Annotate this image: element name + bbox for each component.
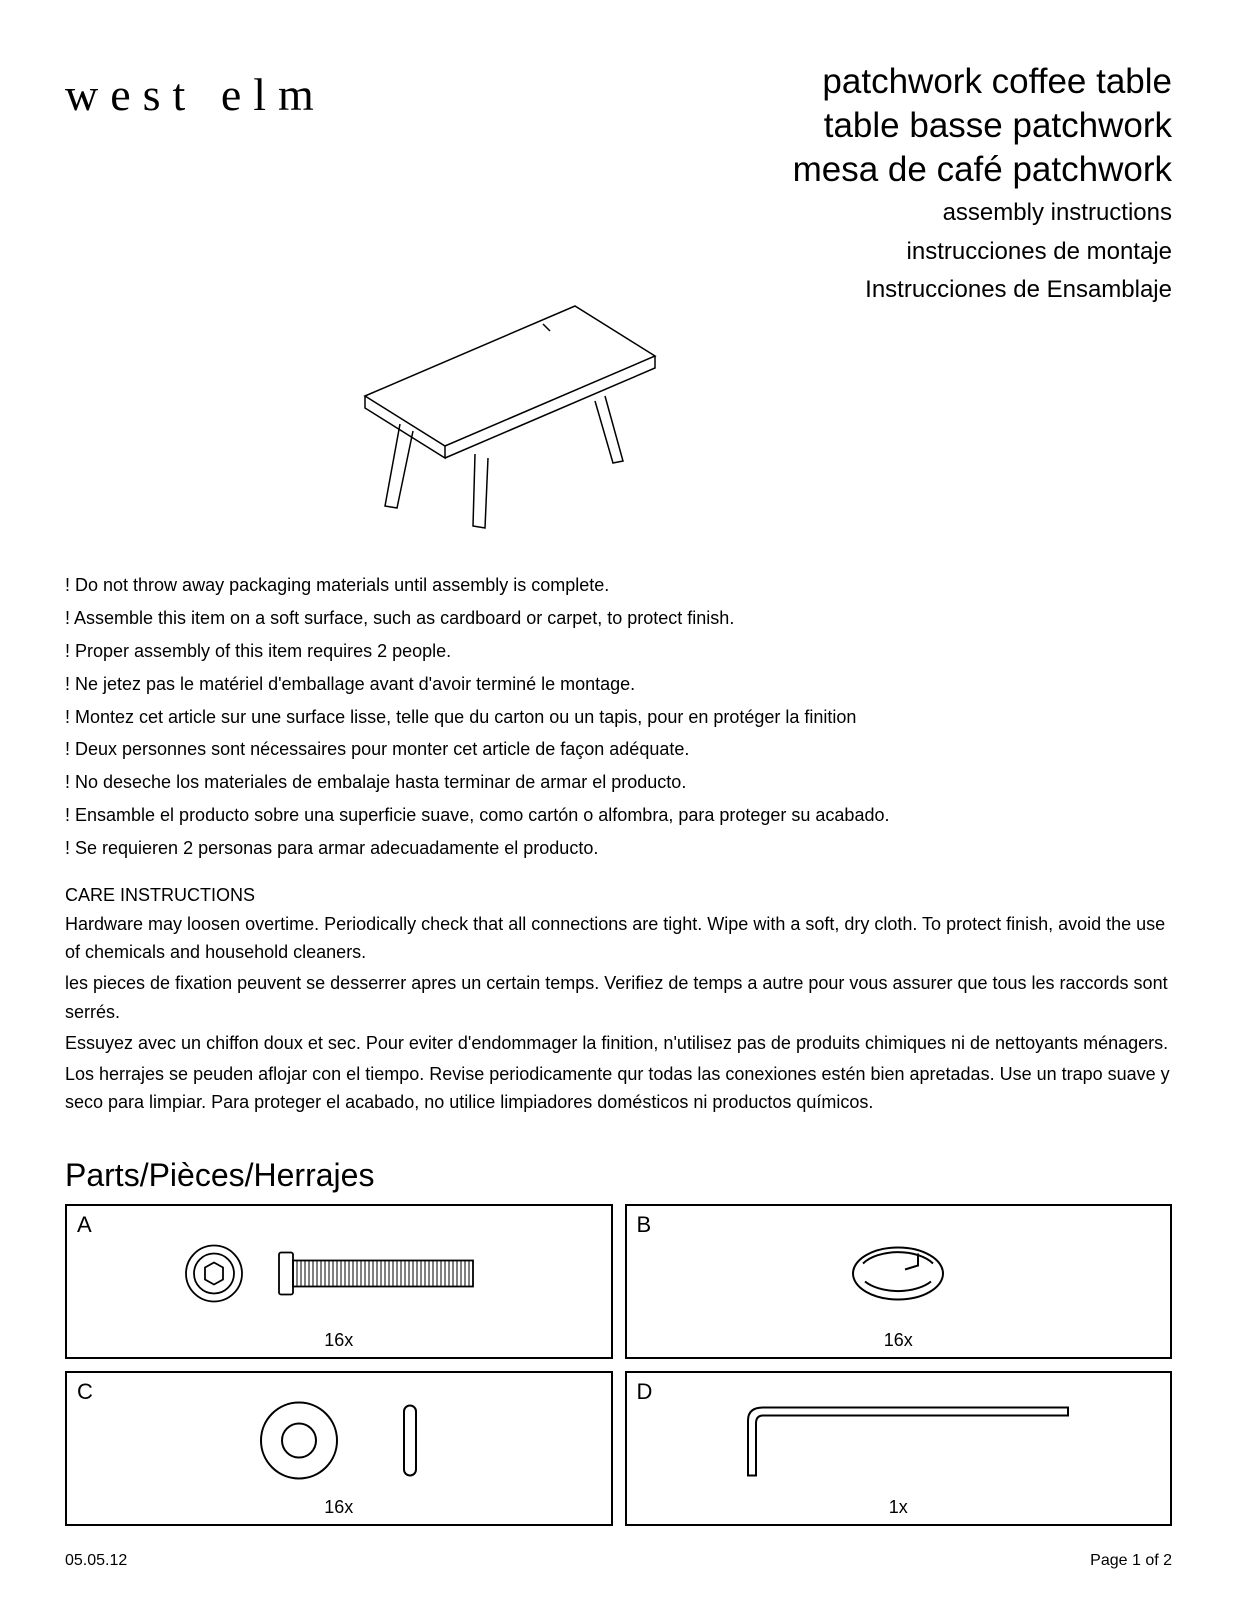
parts-heading: Parts/Pièces/Herrajes [65, 1157, 1172, 1194]
care-line: Los herrajes se peuden aflojar con el ti… [65, 1060, 1172, 1118]
care-line: les pieces de fixation peuvent se desser… [65, 969, 1172, 1027]
subtitle-en: assembly instructions [652, 197, 1172, 229]
footer-date: 05.05.12 [65, 1552, 127, 1570]
part-label: D [637, 1379, 653, 1405]
title-block: patchwork coffee table table basse patch… [652, 60, 1172, 306]
subtitle-fr: instrucciones de montaje [652, 236, 1172, 268]
warning-line: ! Do not throw away packaging materials … [65, 571, 1172, 600]
warning-line: ! Se requieren 2 personas para armar ade… [65, 834, 1172, 863]
footer-page: Page 1 of 2 [1090, 1552, 1172, 1570]
bolt-icon [159, 1238, 519, 1313]
part-qty: 16x [324, 1497, 353, 1518]
warning-line: ! Proper assembly of this item requires … [65, 637, 1172, 666]
warning-line: ! No deseche los materiales de embalaje … [65, 768, 1172, 797]
brand-logo: west elm [65, 68, 326, 121]
part-cell-d: D 1x [625, 1371, 1173, 1526]
page: west elm patchwork coffee table table ba… [0, 0, 1237, 1600]
part-label: A [77, 1212, 92, 1238]
care-heading: CARE INSTRUCTIONS [65, 885, 1172, 906]
allen-key-icon [708, 1395, 1088, 1490]
part-qty: 16x [324, 1330, 353, 1351]
part-cell-c: C 16x [65, 1371, 613, 1526]
part-cell-b: B 16x [625, 1204, 1173, 1359]
warning-line: ! Montez cet article sur une surface lis… [65, 703, 1172, 732]
footer: 05.05.12 Page 1 of 2 [65, 1552, 1172, 1570]
care-line: Essuyez avec un chiffon doux et sec. Pou… [65, 1029, 1172, 1058]
part-qty: 16x [884, 1330, 913, 1351]
part-label: C [77, 1379, 93, 1405]
product-title-fr: table basse patchwork [652, 104, 1172, 148]
care-line: Hardware may loosen overtime. Periodical… [65, 910, 1172, 968]
warnings-list: ! Do not throw away packaging materials … [65, 571, 1172, 862]
part-cell-a: A [65, 1204, 613, 1359]
part-label: B [637, 1212, 652, 1238]
flat-washer-icon [209, 1395, 469, 1490]
header: west elm patchwork coffee table table ba… [65, 60, 1172, 306]
lock-washer-icon [833, 1233, 963, 1318]
product-title-es: mesa de café patchwork [652, 148, 1172, 192]
table-illustration [295, 276, 695, 541]
part-qty: 1x [889, 1497, 908, 1518]
care-instructions: CARE INSTRUCTIONS Hardware may loosen ov… [65, 885, 1172, 1118]
parts-grid: A [65, 1204, 1172, 1526]
warning-line: ! Assemble this item on a soft surface, … [65, 604, 1172, 633]
warning-line: ! Ne jetez pas le matériel d'emballage a… [65, 670, 1172, 699]
subtitle-es: Instrucciones de Ensamblaje [652, 274, 1172, 306]
coffee-table-icon [305, 276, 685, 536]
warning-line: ! Ensamble el producto sobre una superfi… [65, 801, 1172, 830]
warning-line: ! Deux personnes sont nécessaires pour m… [65, 735, 1172, 764]
product-title-en: patchwork coffee table [652, 60, 1172, 104]
